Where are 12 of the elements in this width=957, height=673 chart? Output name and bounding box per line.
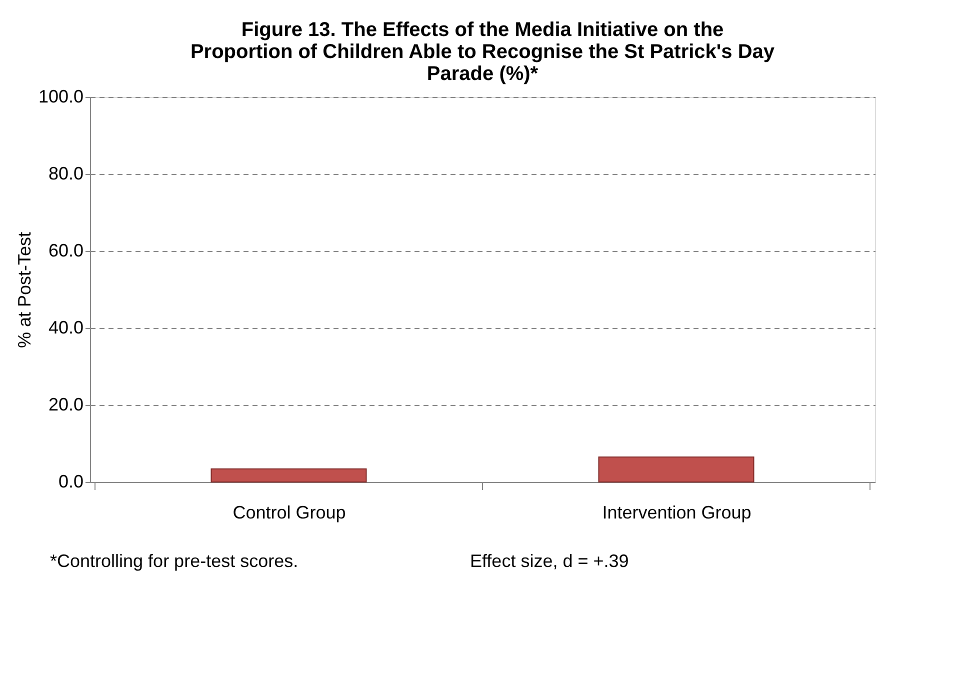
y-tick-label: 100.0: [38, 86, 84, 106]
y-tick-label: 20.0: [48, 394, 84, 414]
chart-title: Figure 13. The Effects of the Media Initiative on the Proportion of Children Able to Recognise the St Patrick's Day Parade (%)*: [190, 19, 776, 85]
y-axis-title: % at Post-Test: [14, 232, 34, 348]
y-tick-label: 0.0: [58, 472, 84, 492]
y-tick-label: 80.0: [48, 164, 84, 184]
y-tick-label: 40.0: [48, 318, 84, 338]
text: *Controlling for pre-test scores.: [50, 551, 298, 571]
x-tick-label: Control Group: [232, 502, 346, 522]
y-tick-label: 60.0: [48, 240, 84, 260]
text: Effect size, d = +.39: [470, 551, 629, 571]
x-tick-label: Intervention Group: [602, 502, 752, 522]
